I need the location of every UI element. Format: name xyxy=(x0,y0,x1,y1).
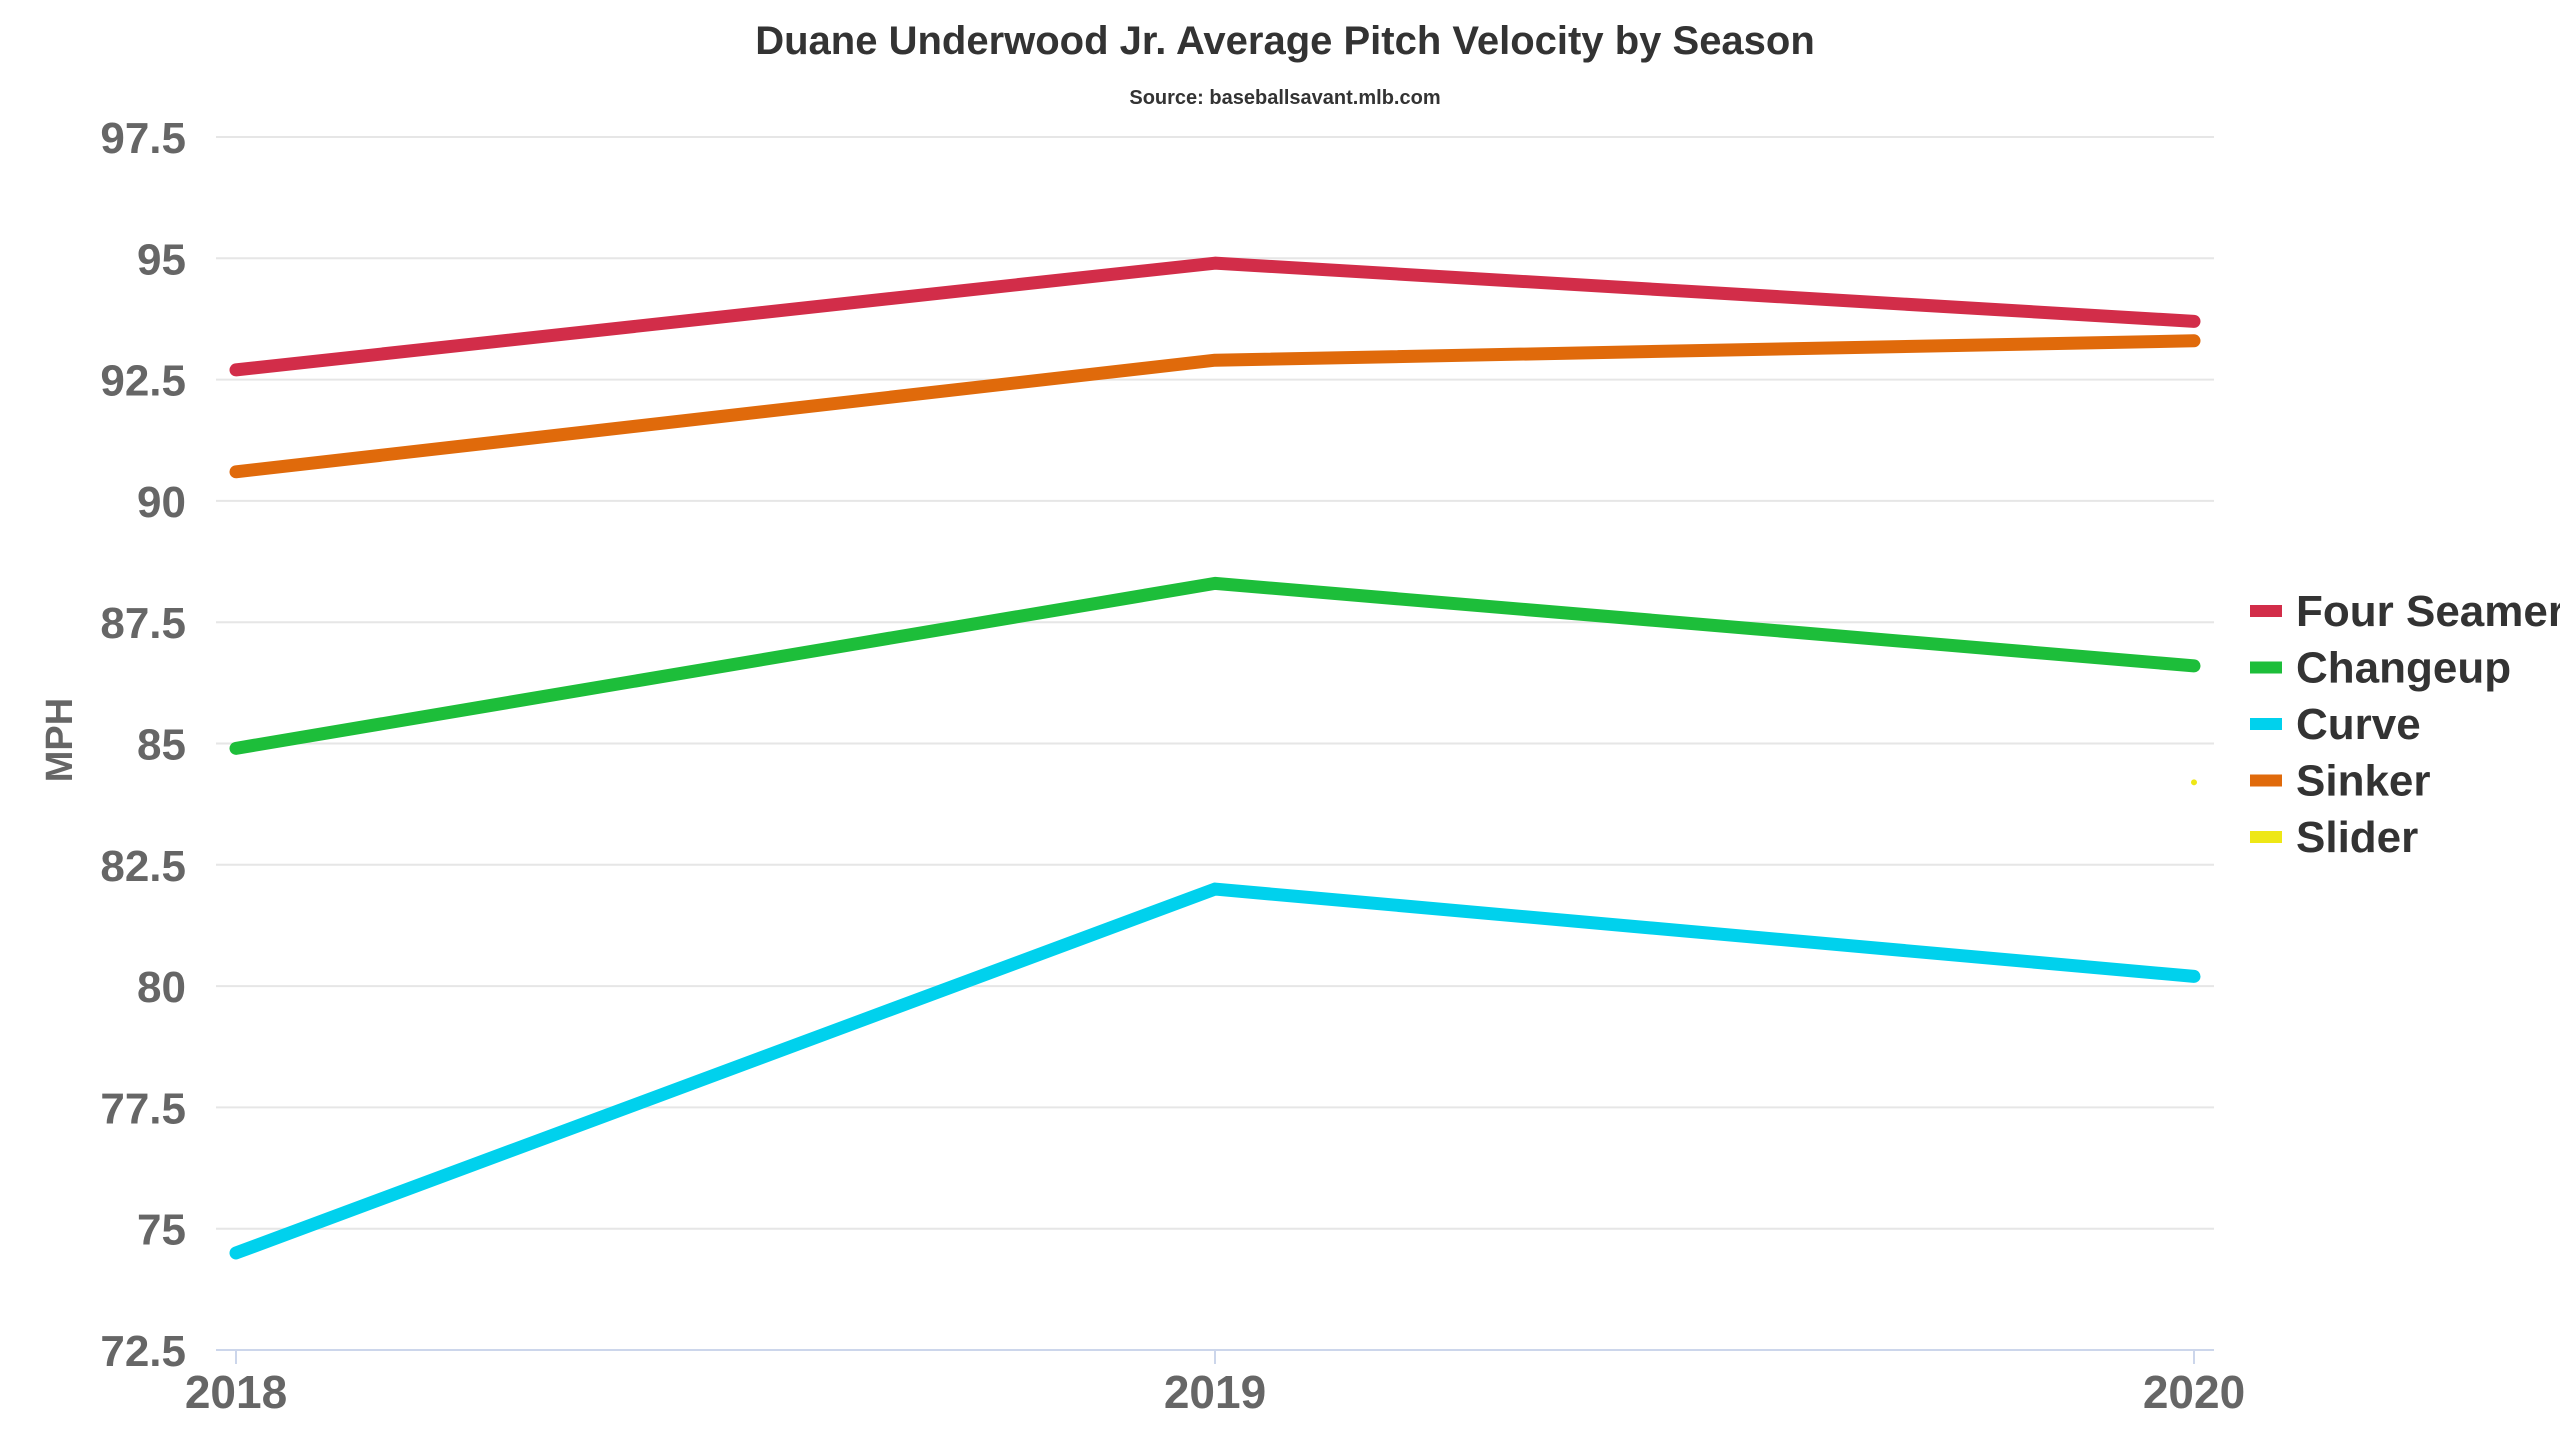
legend-item-changeup[interactable]: Changeup xyxy=(2250,644,2511,693)
legend-label: Curve xyxy=(2296,700,2421,749)
x-axis: 2018 2019 2020 xyxy=(185,1349,2245,1418)
series-lines xyxy=(229,256,2201,1260)
legend-item-curve[interactable]: Curve xyxy=(2250,700,2421,749)
legend-swatch xyxy=(2250,774,2282,787)
legend-swatch xyxy=(2250,605,2282,617)
legend-label: Sinker xyxy=(2296,757,2431,806)
x-tick-label: 2020 xyxy=(2143,1366,2245,1418)
legend-label: Four Seamer xyxy=(2296,587,2560,636)
legend-item-sinker[interactable]: Sinker xyxy=(2250,757,2431,806)
y-axis: 72.5 75 77.5 80 82.5 85 87.5 90 92.5 95 97.5 xyxy=(100,114,186,1376)
legend-swatch xyxy=(2250,831,2282,843)
chart-subtitle: Source: baseballsavant.mlb.com xyxy=(1129,87,1440,109)
x-tick-label: 2019 xyxy=(1164,1366,1266,1418)
y-tick-label: 82.5 xyxy=(100,842,186,891)
y-tick-label: 90 xyxy=(137,478,186,527)
series-line-four-seamer xyxy=(229,256,2201,377)
y-tick-label: 80 xyxy=(137,963,186,1012)
legend-label: Changeup xyxy=(2296,644,2511,693)
legend-swatch xyxy=(2250,661,2282,674)
legend[interactable]: Four Seamer Changeup Curve Sinker Slider xyxy=(2250,587,2560,862)
y-tick-label: 75 xyxy=(137,1206,186,1255)
legend-item-slider[interactable]: Slider xyxy=(2250,813,2418,862)
y-tick-label: 72.5 xyxy=(100,1327,186,1376)
legend-swatch xyxy=(2250,718,2282,730)
y-axis-label: MPH xyxy=(39,698,81,782)
legend-item-four-seamer[interactable]: Four Seamer xyxy=(2250,587,2560,636)
y-tick-label: 87.5 xyxy=(100,599,186,648)
series-line-sinker xyxy=(229,334,2201,479)
series-line-curve xyxy=(229,882,2201,1260)
series-point-slider xyxy=(2191,779,2197,786)
legend-label: Slider xyxy=(2296,813,2418,862)
y-tick-label: 77.5 xyxy=(100,1084,186,1133)
x-tick-label: 2018 xyxy=(185,1366,287,1418)
y-tick-label: 92.5 xyxy=(100,357,186,406)
y-tick-label: 85 xyxy=(137,721,186,770)
y-tick-label: 97.5 xyxy=(100,114,186,163)
y-tick-label: 95 xyxy=(137,235,186,284)
chart-title: Duane Underwood Jr. Average Pitch Veloci… xyxy=(755,19,1815,63)
series-line-changeup xyxy=(229,576,2201,755)
